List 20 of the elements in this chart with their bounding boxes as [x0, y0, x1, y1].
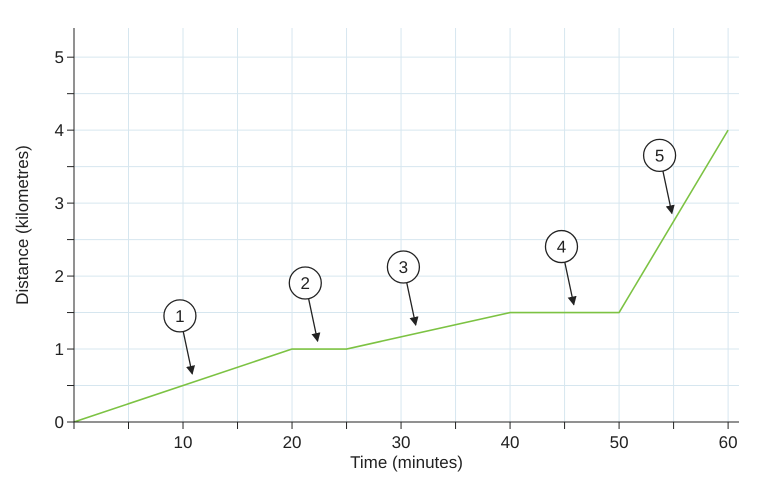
y-tick-label: 0: [54, 413, 64, 432]
y-tick-label: 5: [54, 48, 64, 68]
x-tick-label: 50: [610, 433, 629, 452]
annotation: 1: [175, 306, 185, 326]
annotation: 5: [654, 146, 664, 166]
y-tick-label: 2: [54, 267, 64, 286]
x-tick-label: 20: [282, 433, 302, 452]
x-tick-label: 60: [718, 433, 738, 452]
annotation: 3: [398, 258, 408, 277]
y-axis-title: Distance (kilometres): [13, 145, 32, 305]
x-tick-label: 30: [392, 433, 411, 452]
annotation: 4: [556, 238, 566, 257]
x-axis-title: Time (minutes): [350, 453, 463, 472]
y-tick-label: 1: [54, 340, 64, 360]
line-series: [74, 129, 729, 422]
x-tick-label: 40: [500, 433, 520, 452]
annotation: 2: [300, 274, 310, 294]
y-tick-label: 3: [54, 194, 64, 214]
y-tick-label: 4: [54, 121, 64, 140]
x-tick-label: 10: [174, 433, 192, 452]
